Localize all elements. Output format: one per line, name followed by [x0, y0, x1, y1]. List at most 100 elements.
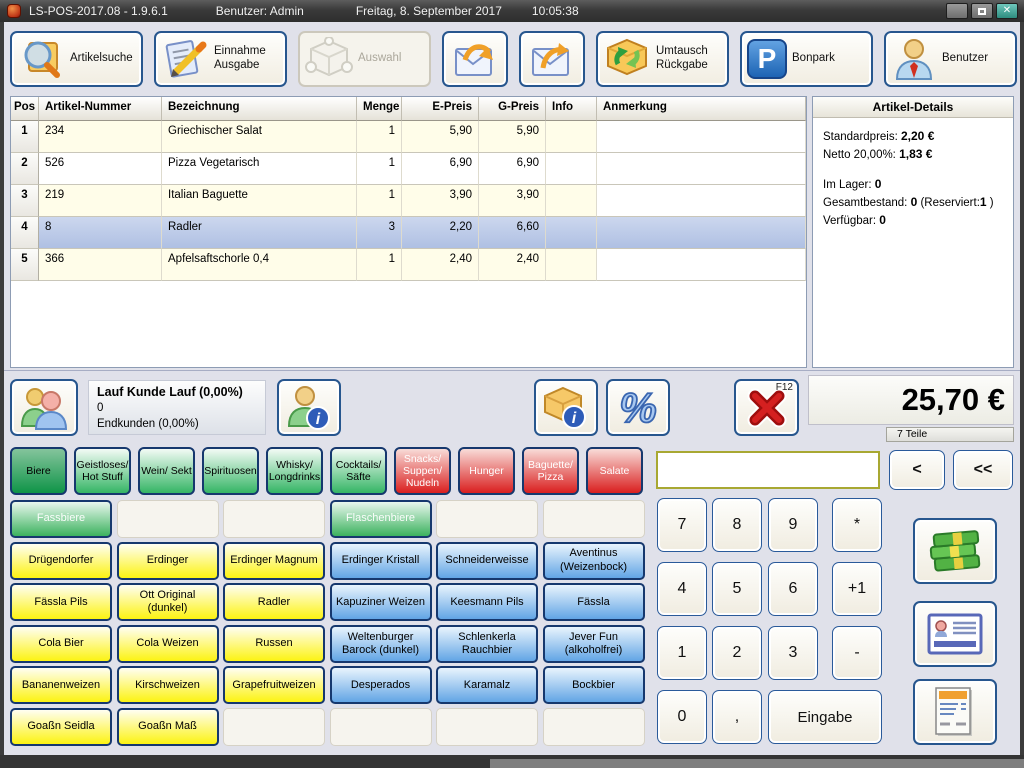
column-header-artikel-nummer[interactable]: Artikel-Nummer — [39, 97, 162, 121]
product-button-kapuziner-weizen[interactable]: Kapuziner Weizen — [329, 583, 432, 622]
income-expense-button[interactable]: Einnahme Ausgabe — [154, 31, 287, 87]
key-5[interactable]: 5 — [712, 562, 762, 616]
user-button[interactable]: Benutzer — [884, 31, 1017, 87]
product-button-karamalz[interactable]: Karamalz — [436, 666, 538, 705]
tab-spirituosen[interactable]: Spirituosen — [202, 447, 259, 495]
column-header-e-preis[interactable]: E-Preis — [402, 97, 479, 121]
table-row[interactable]: 3 219 Italian Baguette 1 3,90 3,90 — [11, 185, 806, 217]
key-eingabe[interactable]: Eingabe — [768, 690, 882, 744]
product-button-grapefruitweizen[interactable]: Grapefruitweizen — [223, 666, 325, 705]
product-button-ott-original-dunkel[interactable]: Ott Original (dunkel) — [116, 583, 219, 622]
key-minus[interactable]: - — [832, 626, 882, 680]
key-star[interactable]: * — [832, 498, 882, 552]
product-button-aventinus-weizenbock[interactable]: Aventinus (Weizenbock) — [542, 541, 645, 580]
column-header-pos[interactable]: Pos — [11, 97, 39, 121]
tab-biere[interactable]: Biere — [10, 447, 67, 495]
article-search-button[interactable]: Artikelsuche — [10, 31, 143, 87]
product-button-weltenburger-barock-dunkel[interactable]: Weltenburger Barock (dunkel) — [329, 624, 432, 663]
product-button-druegendorfer[interactable]: Drügendorfer — [10, 541, 112, 580]
table-row[interactable]: 4 8 Radler 3 2,20 6,60 — [11, 217, 806, 249]
maximize-button[interactable] — [971, 3, 993, 19]
product-button-bananenweizen[interactable]: Bananenweizen — [10, 666, 112, 705]
invoice-button[interactable] — [913, 679, 997, 745]
column-header-bezeichnung[interactable]: Bezeichnung — [162, 97, 357, 121]
article-info-button[interactable]: i — [534, 379, 598, 436]
tab-salate[interactable]: Salate — [586, 447, 643, 495]
product-button-cola-weizen[interactable]: Cola Weizen — [116, 624, 219, 663]
tab-geistloses-hot-stuff[interactable]: Geistloses/ Hot Stuff — [74, 447, 131, 495]
column-header-anmerkung[interactable]: Anmerkung — [597, 97, 806, 121]
receipt-in-button[interactable] — [442, 31, 508, 87]
product-button-erdinger[interactable]: Erdinger — [116, 541, 219, 580]
card-payment-button[interactable] — [913, 601, 997, 667]
customer-select-button[interactable] — [10, 379, 78, 436]
percent-icon: % — [618, 385, 657, 431]
table-row[interactable]: 5 366 Apfelsaftschorle 0,4 1 2,40 2,40 — [11, 249, 806, 281]
customer-info-button[interactable]: i — [277, 379, 341, 436]
product-button-erdinger-kristall[interactable]: Erdinger Kristall — [329, 541, 432, 580]
tab-snacks-suppen-nudeln[interactable]: Snacks/ Suppen/ Nudeln — [394, 447, 451, 495]
separator — [4, 370, 1020, 371]
key-3[interactable]: 3 — [768, 626, 818, 680]
receipt-out-button[interactable] — [519, 31, 585, 87]
key-7[interactable]: 7 — [657, 498, 707, 552]
tab-cocktails-saefte[interactable]: Cocktails/ Säfte — [330, 447, 387, 495]
clear-button[interactable]: << — [953, 450, 1013, 490]
key-9[interactable]: 9 — [768, 498, 818, 552]
product-button-faessla-pils[interactable]: Fässla Pils — [10, 583, 112, 622]
tab-hunger[interactable]: Hunger — [458, 447, 515, 495]
cell-artikel-nummer: 8 — [39, 217, 162, 249]
receipt-park-button[interactable]: P Bonpark — [740, 31, 873, 87]
minimize-button[interactable] — [946, 3, 968, 19]
cancel-button[interactable]: F12 — [734, 379, 799, 436]
cell-g-preis: 3,90 — [479, 185, 546, 217]
key-1[interactable]: 1 — [657, 626, 707, 680]
tab-baguette-pizza[interactable]: Baguette/ Pizza — [522, 447, 579, 495]
user-icon — [895, 39, 933, 80]
product-button-kirschweizen[interactable]: Kirschweizen — [116, 666, 219, 705]
product-button-russen[interactable]: Russen — [223, 624, 325, 663]
column-header-info[interactable]: Info — [546, 97, 597, 121]
group-header-flaschenbiere[interactable]: Flaschenbiere — [329, 500, 432, 538]
product-button-faessla[interactable]: Fässla — [542, 583, 645, 622]
key-6[interactable]: 6 — [768, 562, 818, 616]
column-header-menge[interactable]: Menge — [357, 97, 402, 121]
app-icon — [7, 4, 21, 18]
product-button-jever-fun-alkoholfrei[interactable]: Jever Fun (alkoholfrei) — [542, 624, 645, 663]
receipt-icon — [935, 687, 972, 736]
backspace-button[interactable]: < — [889, 450, 945, 490]
key-0[interactable]: 0 — [657, 690, 707, 744]
product-button-keesmann-pils[interactable]: Keesmann Pils — [436, 583, 538, 622]
product-button-schneiderweisse[interactable]: Schneiderweisse — [436, 541, 538, 580]
group-header-fassbiere[interactable]: Fassbiere — [10, 500, 112, 538]
tab-whisky-longdrinks[interactable]: Whisky/ Longdrinks — [266, 447, 323, 495]
product-button-desperados[interactable]: Desperados — [329, 666, 432, 705]
key-2[interactable]: 2 — [712, 626, 762, 680]
product-button-cola-bier[interactable]: Cola Bier — [10, 624, 112, 663]
empty-product-slot — [436, 708, 538, 746]
table-row[interactable]: 1 234 Griechischer Salat 1 5,90 5,90 — [11, 121, 806, 153]
button-label: Bonpark — [792, 52, 835, 65]
product-button-goassn-mass[interactable]: Goaßn Maß — [116, 708, 219, 746]
product-button-goassn-seidla[interactable]: Goaßn Seidla — [10, 708, 112, 746]
key-plus-one[interactable]: +1 — [832, 562, 882, 616]
product-button-bockbier[interactable]: Bockbier — [542, 666, 645, 705]
empty-product-slot — [223, 500, 325, 538]
column-header-g-preis[interactable]: G-Preis — [479, 97, 546, 121]
key-4[interactable]: 4 — [657, 562, 707, 616]
cancel-fkey-label: F12 — [775, 382, 793, 393]
product-button-radler[interactable]: Radler — [223, 583, 325, 622]
table-row[interactable]: 2 526 Pizza Vegetarisch 1 6,90 6,90 — [11, 153, 806, 185]
close-button[interactable]: ✕ — [996, 3, 1018, 19]
product-button-erdinger-magnum[interactable]: Erdinger Magnum — [223, 541, 325, 580]
titlebar[interactable]: LS-POS-2017.08 - 1.9.6.1 Benutzer: Admin… — [0, 0, 1024, 22]
exchange-return-button[interactable]: Umtausch Rückgabe — [596, 31, 729, 87]
tab-wein-sekt[interactable]: Wein/ Sekt — [138, 447, 195, 495]
cell-bezeichnung: Apfelsaftschorle 0,4 — [162, 249, 357, 281]
product-button-schlenkerla-rauchbier[interactable]: Schlenkerla Rauchbier — [436, 624, 538, 663]
key-8[interactable]: 8 — [712, 498, 762, 552]
cash-payment-button[interactable] — [913, 518, 997, 584]
discount-button[interactable]: % — [606, 379, 670, 436]
key-comma[interactable]: , — [712, 690, 762, 744]
quantity-input[interactable] — [656, 451, 880, 489]
